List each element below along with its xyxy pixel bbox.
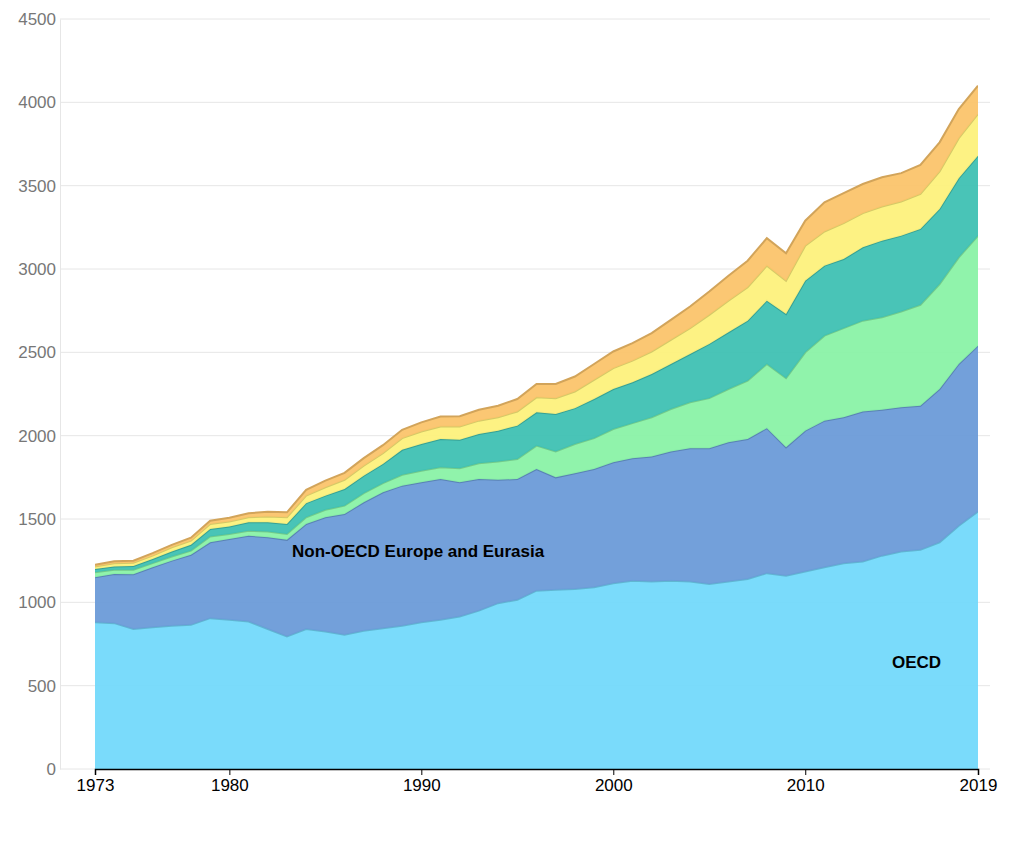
- tick: 500: [28, 677, 60, 696]
- series-label: OECD: [892, 653, 941, 672]
- tick: 1980: [211, 769, 249, 795]
- tick-label: 500: [28, 677, 56, 696]
- tick: 0: [47, 760, 60, 779]
- tick: 1973: [77, 769, 115, 795]
- tick-mark: [421, 769, 422, 775]
- tick-label: 4000: [18, 93, 56, 112]
- tick-mark: [978, 769, 979, 775]
- tick-label: 2500: [18, 343, 56, 362]
- tick-label: 2019: [960, 776, 998, 795]
- tick-label: 1990: [403, 776, 441, 795]
- tick: 2000: [595, 769, 633, 795]
- tick-label: 4500: [18, 10, 56, 29]
- tick: 4500: [18, 10, 60, 29]
- tick-label: 2000: [18, 427, 56, 446]
- plot-area: [95, 86, 978, 769]
- grid-line: [60, 185, 990, 186]
- tick: 2500: [18, 343, 60, 362]
- tick-label: 1973: [77, 776, 115, 795]
- tick-label: 1500: [18, 510, 56, 529]
- tick: 3000: [18, 260, 60, 279]
- area-edge: [95, 114, 978, 567]
- axis-line: [96, 770, 979, 776]
- y-axis: 0 500 1000 1500 2000 2500 3000 3500 4000 4500: [18, 10, 60, 779]
- tick-mark: [95, 769, 96, 775]
- x-axis: 1973 1980 1990 2000 2010 2019: [77, 769, 998, 795]
- tick: 1000: [18, 593, 60, 612]
- tick-label: 3000: [18, 260, 56, 279]
- tick: 4000: [18, 93, 60, 112]
- area: [95, 86, 978, 567]
- tick-label: 1980: [211, 776, 249, 795]
- tick: 1500: [18, 510, 60, 529]
- tick-label: 2000: [595, 776, 633, 795]
- series-labels: OECD Non-OECD Europe and Eurasia: [292, 542, 941, 672]
- grid-line: [60, 102, 990, 103]
- grid: [60, 19, 990, 769]
- tick: 2019: [960, 769, 998, 795]
- tick-mark: [613, 769, 614, 775]
- tick: 2010: [787, 769, 825, 795]
- grid-line: [60, 19, 990, 20]
- axis-line: [60, 20, 61, 770]
- tick-label: 2010: [787, 776, 825, 795]
- tick-label: 1000: [18, 593, 56, 612]
- tick: 3500: [18, 177, 60, 196]
- tick-label: 3500: [18, 177, 56, 196]
- area: [95, 114, 978, 569]
- tick: 1990: [403, 769, 441, 795]
- tick-mark: [229, 769, 230, 775]
- tick-label: 0: [47, 760, 56, 779]
- tick: 2000: [18, 427, 60, 446]
- tick-mark: [805, 769, 806, 775]
- series-label: Non-OECD Europe and Eurasia: [292, 542, 545, 561]
- area-edge: [95, 86, 978, 565]
